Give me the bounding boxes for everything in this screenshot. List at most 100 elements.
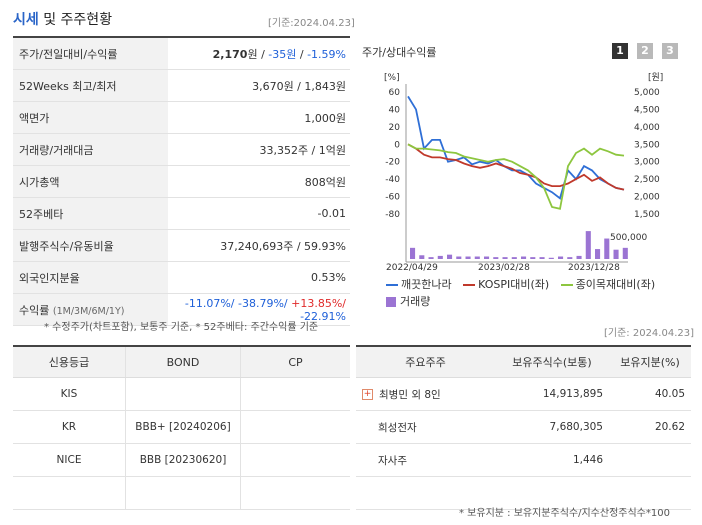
x-label-1: 2022/04/29 [386,263,438,273]
volume-bar [539,257,545,259]
row-label: 수익률 (1M/3M/6M/1Y) [13,293,168,326]
bond-rating [125,476,241,510]
legend-swatch [463,284,476,286]
agency: NICE [13,443,126,477]
table-row: 희성전자 7,680,305 20.62 [356,410,691,444]
left-tick-label: 60 [389,88,401,98]
chart-page-2-button[interactable]: 2 [637,43,653,59]
volume-bar [474,256,480,259]
table-header-row: 주요주주 보유주식수(보통) 보유지분(%) [356,346,691,378]
table-row: 수익률 (1M/3M/6M/1Y) -11.07%/ -38.79%/ +13.… [13,293,350,326]
returns-label: 수익률 [19,303,50,317]
table-row: KR BBB+ [20240206] [13,410,350,444]
row-value: 0.53% [168,261,350,294]
holder-shares [495,476,609,510]
row-label: 52Weeks 최고/최저 [13,69,168,102]
return-3m: -38.79%/ [234,296,288,310]
holders-date: [기준: 2024.04.23] [604,328,695,339]
volume-bar [484,256,490,259]
cp-rating [240,410,350,444]
chart-legend: 깨끗한나라 KOSPI대비(좌) 종이목재대비(좌) [386,276,655,292]
holder-name: 자사주 [356,443,495,477]
holder-name: 희성전자 [356,410,495,444]
row-label: 주가/전일대비/수익률 [13,37,168,70]
volume-bar [530,257,536,259]
right-tick-label: 2,000 [634,193,660,203]
price-chart: [%] [원] 60 40 20 0 -20 -40 -60 -80 5,000 4,500 4,… [384,72,663,273]
holder-name-cell: + 최병민 외 8인 [356,377,495,411]
volume-bar [419,255,425,259]
return-6m: +13.85%/ [287,296,346,310]
series-line-1 [407,95,625,200]
right-tick-label: 5,000 [634,88,660,98]
row-label: 외국인지분율 [13,261,168,294]
legend-swatch [386,297,396,307]
table-row: KIS [13,377,350,411]
price-rate: -1.59% [307,47,346,61]
current-price: 2,170 [212,47,248,61]
chart-page-1-button[interactable]: 1 [612,43,628,59]
row-label: 액면가 [13,101,168,134]
row-value: -0.01 [168,197,350,230]
x-label-2: 2023/02/28 [478,263,530,273]
holder-shares: 1,446 [495,443,609,477]
expand-icon[interactable]: + [362,389,373,400]
section-title: 시세 및 주주현황 [13,9,112,29]
bond-rating: BBB+ [20240206] [125,410,241,444]
volume-bar [613,249,619,259]
column-header: 보유주식수(보통) [495,346,609,378]
right-tick-label: 4,500 [634,105,660,115]
legend-label: 종이목재대비(좌) [575,278,656,291]
bond-rating: BBB [20230620] [125,443,241,477]
left-tick-label: -80 [385,210,400,220]
holder-pct [609,476,691,510]
agency [13,476,126,510]
volume-bar [456,256,462,259]
right-tick-label: 2,500 [634,175,660,185]
table-row: 발행주식수/유동비율 37,240,693주 / 59.93% [13,229,350,262]
column-header: CP [240,346,350,378]
volume-bar [493,257,499,259]
right-tick-label: 3,000 [634,158,660,168]
row-label: 발행주식수/유동비율 [13,229,168,262]
holder-pct: 20.62 [609,410,691,444]
volume-bar [558,256,564,259]
column-header: BOND [125,346,241,378]
row-value: 3,670원 / 1,843원 [168,69,350,102]
cp-rating [240,443,350,477]
table-row: 52주베타 -0.01 [13,197,350,230]
chart-legend-volume: 거래량 [386,293,430,309]
table-row [13,476,350,510]
holder-name [356,476,495,510]
bond-rating [125,377,241,411]
left-tick-label: 40 [389,105,401,115]
legend-item: 깨끗한나라 [386,278,452,291]
row-label: 거래량/거래대금 [13,133,168,166]
title-secondary: 및 주주현황 [43,12,113,28]
cp-rating [240,476,350,510]
legend-label: KOSPI대비(좌) [478,278,550,291]
separator: / [257,47,269,61]
volume-bar [511,257,517,259]
volume-bar [622,247,628,259]
separator: / [296,47,308,61]
holder-pct: 40.05 [609,377,691,411]
legend-swatch [386,284,398,286]
volume-bar [521,256,527,259]
volume-bar [437,255,443,259]
volume-bar [604,238,610,259]
volume-bar [428,257,434,259]
table-row: 자사주 1,446 [356,443,691,477]
column-header: 주요주주 [356,346,495,378]
left-axis-unit: [%] [384,73,400,83]
legend-label: 깨끗한나라 [401,278,452,291]
chart-page-3-button[interactable]: 3 [662,43,678,59]
volume-tick: 500,000 [610,233,647,243]
volume-bar [595,249,601,259]
agency: KIS [13,377,126,411]
return-1y: -22.91% [300,309,346,323]
price-date: [기준:2024.04.23] [268,18,355,29]
table-row: 52Weeks 최고/최저 3,670원 / 1,843원 [13,69,350,102]
volume-bar [585,231,591,259]
row-value: 33,352주 / 1억원 [168,133,350,166]
